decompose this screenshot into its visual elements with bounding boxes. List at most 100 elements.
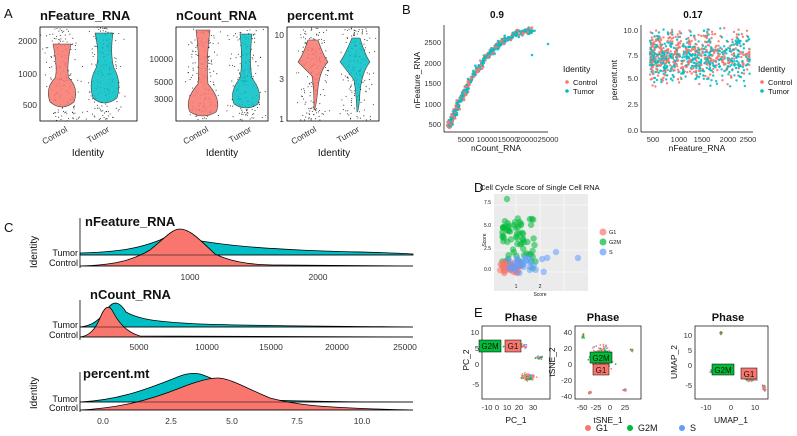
scatter-point bbox=[667, 61, 671, 64]
scatter-point bbox=[530, 26, 534, 29]
jitter-point bbox=[322, 113, 324, 115]
scatter-point bbox=[733, 62, 737, 66]
scatter-point bbox=[682, 71, 686, 74]
scatter-point bbox=[740, 71, 744, 75]
jitter-point bbox=[255, 30, 257, 32]
jitter-point bbox=[69, 74, 71, 76]
scatter-point bbox=[690, 39, 693, 43]
jitter-point bbox=[363, 109, 365, 111]
bubble-s bbox=[539, 255, 546, 263]
phase-point bbox=[762, 385, 765, 388]
scatter-point bbox=[720, 56, 723, 59]
jitter-point bbox=[194, 39, 196, 41]
scatter-point bbox=[676, 52, 679, 56]
scatter-point bbox=[708, 67, 711, 71]
jitter-point bbox=[194, 62, 196, 64]
scatter-point bbox=[517, 35, 521, 39]
jitter-point bbox=[374, 51, 376, 53]
jitter-point bbox=[257, 65, 259, 67]
jitter-point bbox=[327, 74, 329, 77]
scatter-point bbox=[651, 45, 655, 48]
jitter-point bbox=[212, 42, 214, 45]
phase-point bbox=[602, 343, 605, 346]
scatter-point bbox=[720, 68, 723, 71]
cluster-label-g1 bbox=[504, 339, 522, 353]
legend-swatch-g2m bbox=[599, 238, 607, 246]
x-tick-label: 0 bbox=[608, 403, 612, 412]
jitter-point bbox=[75, 45, 77, 47]
phase-point bbox=[524, 373, 526, 376]
jitter-point bbox=[306, 76, 309, 78]
scatter-point bbox=[663, 55, 666, 59]
chart-title: nFeature_RNA bbox=[85, 214, 176, 229]
jitter-point bbox=[350, 89, 352, 91]
scatter-point bbox=[742, 47, 746, 50]
phase-point bbox=[537, 355, 540, 357]
scatter-point bbox=[682, 53, 685, 56]
y-tick-label: 2000 bbox=[18, 36, 37, 46]
jitter-point bbox=[349, 117, 351, 119]
scatter-point bbox=[685, 66, 688, 69]
jitter-point bbox=[195, 54, 197, 56]
jitter-point bbox=[239, 72, 241, 74]
jitter-point bbox=[55, 38, 57, 40]
scatter-point bbox=[673, 69, 676, 72]
bubble-s bbox=[526, 266, 533, 274]
chart-title: 0.9 bbox=[490, 10, 504, 21]
jitter-point bbox=[98, 107, 100, 109]
scatter-point bbox=[740, 55, 743, 59]
scatter-point bbox=[483, 56, 487, 59]
phase-point bbox=[747, 380, 750, 383]
scatter-point bbox=[678, 70, 681, 73]
scatter-point bbox=[728, 49, 731, 53]
jitter-point bbox=[103, 27, 106, 29]
jitter-point bbox=[239, 56, 241, 58]
scatter-point bbox=[709, 84, 712, 87]
y-axis-label: Score bbox=[482, 233, 488, 246]
scatter-point bbox=[695, 43, 698, 46]
scatter-point bbox=[689, 54, 692, 57]
jitter-point bbox=[50, 56, 52, 58]
jitter-point bbox=[347, 77, 349, 79]
scatter-point bbox=[666, 68, 669, 72]
jitter-point bbox=[300, 119, 302, 121]
scatter-point bbox=[744, 55, 748, 58]
jitter-point bbox=[192, 67, 194, 69]
scatter-point bbox=[701, 44, 704, 48]
x-axis-label: Identity bbox=[72, 148, 104, 159]
jitter-point bbox=[313, 113, 315, 115]
scatter-point bbox=[659, 64, 663, 67]
x-axis-label: Score bbox=[533, 292, 546, 298]
jitter-point bbox=[353, 90, 355, 92]
jitter-point bbox=[350, 100, 352, 102]
scatter-point bbox=[650, 64, 653, 67]
bubble-s bbox=[552, 248, 560, 256]
jitter-point bbox=[91, 113, 94, 115]
scatter-point bbox=[717, 62, 721, 66]
jitter-point bbox=[319, 109, 321, 112]
jitter-point bbox=[209, 62, 211, 65]
jitter-point bbox=[327, 70, 329, 72]
phase-point bbox=[593, 345, 596, 348]
y-tick-label: -5 bbox=[685, 381, 692, 390]
jitter-point bbox=[244, 111, 246, 114]
phase-point bbox=[583, 337, 585, 339]
jitter-point bbox=[105, 26, 107, 28]
scatter-point bbox=[748, 58, 752, 61]
bubble-s bbox=[540, 268, 547, 275]
scatter-point bbox=[678, 35, 681, 39]
scatter-point bbox=[480, 67, 484, 70]
scatter-point bbox=[735, 59, 738, 63]
jitter-point bbox=[364, 47, 366, 49]
jitter-point bbox=[53, 112, 55, 114]
scatter-point bbox=[742, 43, 745, 46]
scatter-point bbox=[672, 46, 676, 49]
scatter-point bbox=[697, 40, 700, 43]
bubble-s bbox=[505, 265, 513, 272]
jitter-point bbox=[309, 95, 311, 97]
jitter-point bbox=[260, 56, 262, 59]
jitter-point bbox=[102, 28, 104, 30]
scatter-point bbox=[682, 69, 685, 72]
scatter-point bbox=[712, 50, 716, 53]
jitter-point bbox=[368, 73, 370, 75]
